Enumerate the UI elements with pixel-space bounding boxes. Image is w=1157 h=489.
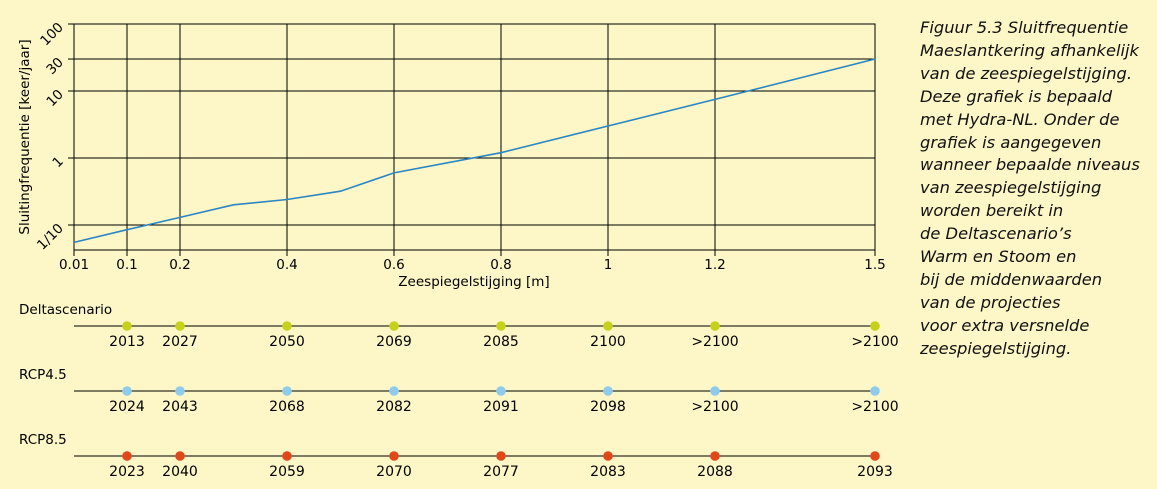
caption-line: van de projecties (920, 292, 1061, 312)
scenario-year: 2085 (483, 334, 519, 350)
scenario-year: 2013 (109, 334, 145, 350)
caption-line: van de zeespiegelstijging. (920, 63, 1133, 83)
scenario-year: 2083 (590, 464, 626, 480)
scenario-marker (175, 321, 185, 331)
scenario-marker (870, 451, 880, 461)
scenario-marker (282, 321, 292, 331)
x-tick-label: 0.1 (116, 257, 137, 273)
scenario-year: >2100 (851, 334, 898, 350)
scenario-marker (122, 451, 132, 461)
caption-line: worden bereikt in (920, 201, 1064, 221)
scenario-marker (710, 451, 720, 461)
caption-line: voor extra versnelde (920, 315, 1090, 335)
scenario-year: 2027 (162, 334, 198, 350)
scenario-year: 2050 (269, 334, 305, 350)
scenario-marker (496, 386, 506, 396)
scenario-marker (603, 451, 613, 461)
x-tick-label: 0.01 (59, 257, 89, 273)
caption-line: Figuur 5.3 Sluitfrequentie (920, 18, 1129, 37)
scenario-marker (175, 386, 185, 396)
y-axis-label: Sluitingfrequentie [keer/jaar] (17, 39, 33, 234)
scenario-year: 2023 (109, 464, 145, 480)
scenario-year: 2059 (269, 464, 305, 480)
series-line (73, 58, 876, 244)
y-tick-label: 30 (43, 55, 66, 78)
caption-line: bij de middenwaarden (920, 269, 1103, 289)
x-tick-label: 0.4 (276, 257, 297, 273)
x-tick-label: 0.6 (383, 257, 404, 273)
scenario-marker (175, 451, 185, 461)
figure-caption: Figuur 5.3 Sluitfrequentie Maeslantkerin… (920, 17, 1152, 361)
scenario-marker (282, 386, 292, 396)
scenario-year: 2088 (697, 464, 733, 480)
scenario-marker (389, 451, 399, 461)
scenario-marker (389, 321, 399, 331)
scenario-year: 2069 (376, 334, 412, 350)
scenario-year: 2100 (590, 334, 626, 350)
scenario-marker (870, 386, 880, 396)
x-tick-label: 0.2 (169, 257, 190, 273)
x-tick-label: 1.2 (704, 257, 725, 273)
y-tick-label: 1/10 (34, 221, 67, 254)
scenario-year: 2098 (590, 399, 626, 415)
x-axis-label: Zeespiegelstijging [m] (398, 274, 549, 290)
caption-line: wanneer bepaalde niveaus (920, 155, 1140, 175)
caption-line: Warm en Stoom en (920, 247, 1077, 267)
scenario-marker (603, 321, 613, 331)
scenario-marker (122, 321, 132, 331)
scenario-label: RCP4.5 (19, 367, 67, 383)
caption-line: Maeslantkering afhankelijk (920, 40, 1139, 60)
scenario-marker (603, 386, 613, 396)
scenario-marker (496, 451, 506, 461)
scenario-label: Deltascenario (19, 302, 112, 318)
scenario-year: 2091 (483, 399, 519, 415)
caption-line: met Hydra-NL. Onder de (920, 109, 1120, 129)
scenario-year: 2043 (162, 399, 198, 415)
scenario-year: >2100 (691, 399, 738, 415)
y-tick-label: 1 (49, 154, 66, 171)
scenario-year: 2082 (376, 399, 412, 415)
x-tick-label: 1.5 (864, 257, 885, 273)
scenario-year: >2100 (691, 334, 738, 350)
scenario-year: 2093 (857, 464, 893, 480)
scenario-label: RCP8.5 (19, 432, 67, 448)
scenario-year: 2077 (483, 464, 519, 480)
caption-line: de Deltascenario’s (920, 224, 1072, 244)
scenario-year: 2040 (162, 464, 198, 480)
caption-line: Deze grafiek is bepaald (920, 86, 1113, 106)
scenario-marker (710, 321, 720, 331)
x-tick-label: 0.8 (490, 257, 511, 273)
caption-line: zeespiegelstijging. (920, 338, 1072, 358)
plot-area (73, 23, 876, 251)
scenario-marker (122, 386, 132, 396)
scenario-marker (710, 386, 720, 396)
scenario-marker (389, 386, 399, 396)
scenario-year: 2024 (109, 399, 145, 415)
y-tick-label: 10 (43, 87, 66, 110)
scenario-marker (870, 321, 880, 331)
scenario-marker (496, 321, 506, 331)
scenario-year: >2100 (851, 399, 898, 415)
scenario-marker (282, 451, 292, 461)
scenario-year: 2068 (269, 399, 305, 415)
caption-line: van zeespiegelstijging (920, 178, 1102, 198)
x-tick-label: 1 (604, 257, 613, 273)
y-tick-label: 100 (37, 20, 67, 50)
caption-line: grafiek is aangegeven (920, 132, 1102, 152)
scenario-year: 2070 (376, 464, 412, 480)
